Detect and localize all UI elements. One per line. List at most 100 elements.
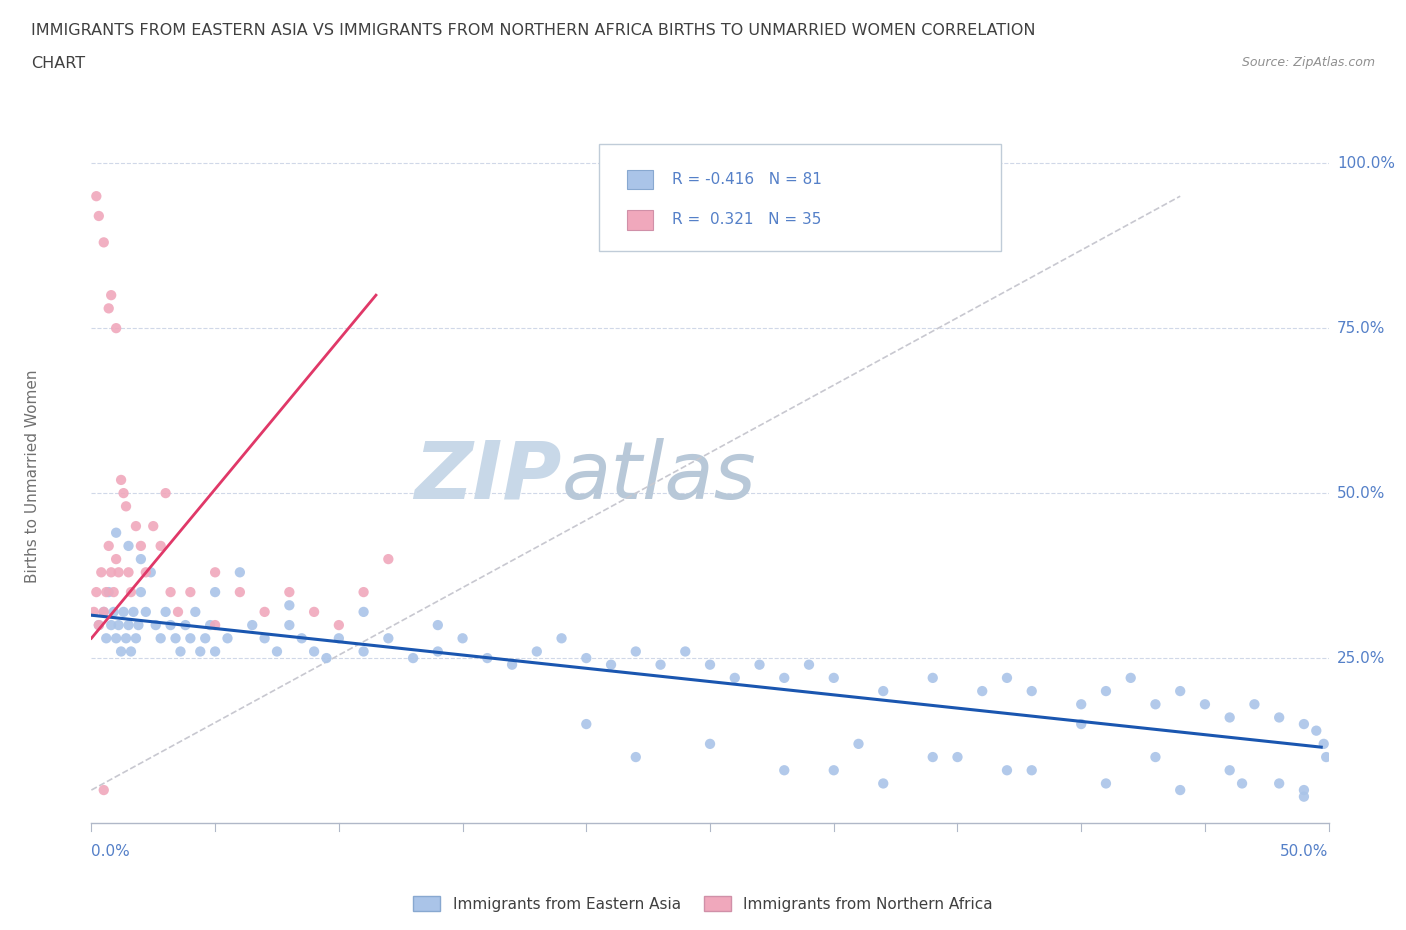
Point [229, 585, 252, 600]
Point [724, 671, 747, 685]
Point [972, 684, 994, 698]
Point [93, 235, 115, 250]
Point [198, 618, 221, 632]
Point [105, 631, 128, 645]
Point [117, 618, 139, 632]
Point [105, 551, 128, 566]
Point [1315, 750, 1337, 764]
Point [87, 618, 110, 632]
Point [946, 750, 969, 764]
Point [575, 717, 598, 732]
Point [105, 321, 128, 336]
Point [155, 604, 177, 619]
Point [1168, 783, 1191, 798]
Point [1119, 671, 1142, 685]
Point [100, 565, 122, 579]
Point [174, 618, 197, 632]
Point [353, 644, 375, 659]
Point [1219, 763, 1241, 777]
Point [650, 658, 672, 672]
Point [103, 604, 125, 619]
Point [93, 604, 115, 619]
Point [204, 618, 226, 632]
Point [188, 644, 211, 659]
Point [1268, 776, 1291, 790]
Point [1070, 717, 1092, 732]
Point [823, 671, 845, 685]
Point [872, 776, 894, 790]
Point [110, 472, 132, 487]
Point [142, 519, 165, 534]
Point [302, 644, 325, 659]
Point [240, 618, 263, 632]
Text: R =  0.321   N = 35: R = 0.321 N = 35 [672, 212, 821, 227]
Point [699, 737, 721, 751]
Point [105, 525, 128, 540]
Point [1230, 776, 1253, 790]
Point [112, 604, 135, 619]
Point [291, 631, 314, 645]
Point [1070, 697, 1092, 711]
Point [115, 631, 138, 645]
Point [139, 565, 162, 579]
Text: 25.0%: 25.0% [1337, 651, 1385, 666]
Point [328, 618, 350, 632]
Point [253, 631, 276, 645]
Point [1021, 684, 1043, 698]
Point [159, 585, 181, 600]
Point [229, 565, 252, 579]
Point [1021, 763, 1043, 777]
Text: 0.0%: 0.0% [91, 844, 131, 858]
Text: IMMIGRANTS FROM EASTERN ASIA VS IMMIGRANTS FROM NORTHERN AFRICA BIRTHS TO UNMARR: IMMIGRANTS FROM EASTERN ASIA VS IMMIGRAN… [31, 23, 1035, 38]
Point [797, 658, 820, 672]
Point [328, 631, 350, 645]
Point [100, 618, 122, 632]
Point [103, 585, 125, 600]
Point [823, 763, 845, 777]
Point [179, 585, 201, 600]
Point [93, 604, 115, 619]
Legend: Immigrants from Eastern Asia, Immigrants from Northern Africa: Immigrants from Eastern Asia, Immigrants… [406, 890, 1000, 918]
Point [204, 565, 226, 579]
Point [115, 498, 138, 513]
Point [165, 631, 187, 645]
Point [426, 644, 449, 659]
Point [377, 551, 399, 566]
Point [353, 604, 375, 619]
Point [120, 585, 142, 600]
Point [97, 585, 120, 600]
Text: 50.0%: 50.0% [1281, 844, 1329, 858]
Point [673, 644, 696, 659]
Point [266, 644, 288, 659]
FancyBboxPatch shape [599, 144, 1001, 251]
Point [107, 618, 129, 632]
Point [921, 750, 943, 764]
Text: R = -0.416   N = 81: R = -0.416 N = 81 [672, 172, 821, 187]
Point [872, 684, 894, 698]
Point [129, 538, 152, 553]
Point [302, 604, 325, 619]
Point [402, 651, 425, 666]
Point [501, 658, 523, 672]
Point [204, 585, 226, 600]
Point [112, 485, 135, 500]
Point [107, 565, 129, 579]
Point [155, 485, 177, 500]
Point [93, 783, 115, 798]
Point [110, 644, 132, 659]
Point [995, 763, 1018, 777]
Point [315, 651, 337, 666]
Point [83, 604, 105, 619]
Point [278, 618, 301, 632]
Point [100, 287, 122, 302]
Point [1168, 684, 1191, 698]
Point [129, 585, 152, 600]
Point [1268, 710, 1291, 724]
Point [624, 644, 647, 659]
Point [87, 618, 110, 632]
Point [125, 631, 148, 645]
Point [97, 301, 120, 316]
Point [526, 644, 548, 659]
Text: 100.0%: 100.0% [1337, 155, 1395, 171]
Point [1144, 750, 1167, 764]
